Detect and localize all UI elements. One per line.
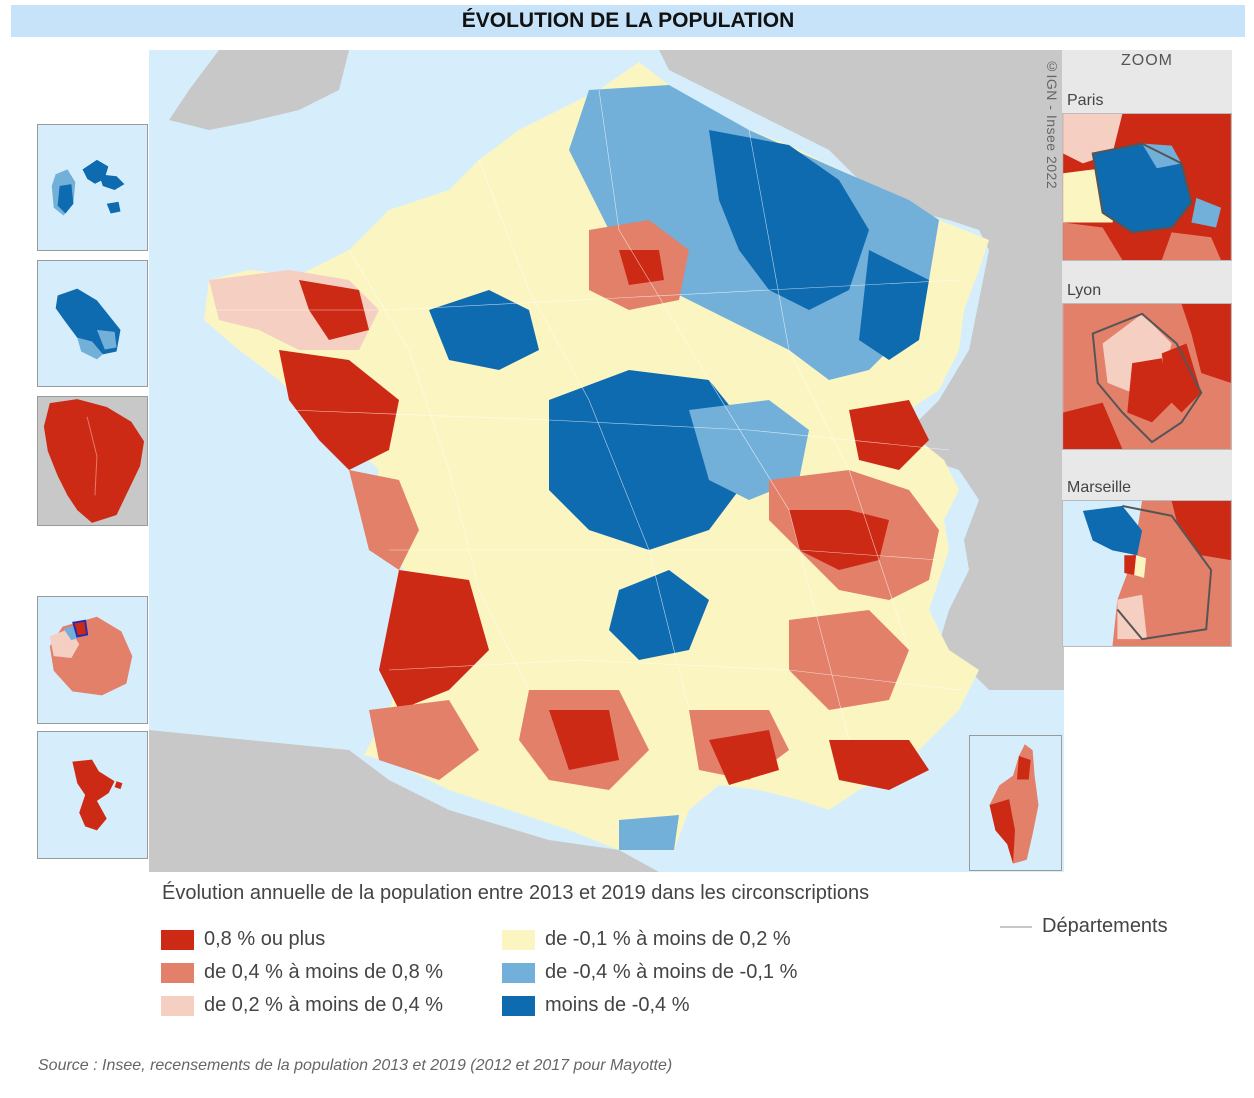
legend-label: de -0,1 % à moins de 0,2 % bbox=[545, 928, 791, 950]
inset-reunion bbox=[37, 596, 148, 724]
legend-label: de -0,4 % à moins de -0,1 % bbox=[545, 961, 798, 983]
department-legend: Départements bbox=[1000, 915, 1168, 938]
zoom-title: ZOOM bbox=[1121, 52, 1173, 69]
region-gironde bbox=[379, 570, 489, 710]
zoom-label-marseille: Marseille bbox=[1067, 479, 1132, 496]
region-ardennes-lorraine bbox=[709, 130, 869, 310]
legend-item: de -0,1 % à moins de 0,2 % bbox=[502, 928, 791, 951]
department-line-symbol bbox=[1000, 925, 1032, 928]
legend-item: moins de -0,4 % bbox=[502, 994, 690, 1017]
legend-label: 0,8 % ou plus bbox=[204, 928, 326, 950]
main-map bbox=[149, 50, 1064, 872]
neighbor-land-spain bbox=[149, 730, 659, 872]
legend-label: de 0,2 % à moins de 0,4 % bbox=[204, 994, 444, 1016]
legend-label: de 0,4 % à moins de 0,8 % bbox=[204, 961, 444, 983]
legend-item: 0,8 % ou plus bbox=[161, 928, 325, 951]
inset-corsica bbox=[969, 735, 1062, 871]
legend-swatch bbox=[161, 995, 194, 1016]
zoom-map-marseille bbox=[1062, 500, 1232, 647]
legend-swatch bbox=[502, 962, 535, 983]
map-title: ÉVOLUTION DE LA POPULATION bbox=[11, 5, 1245, 37]
legend-swatch bbox=[502, 929, 535, 950]
zoom-panel: ZOOM Paris Lyon Marseille bbox=[1062, 50, 1232, 647]
zoom-label-paris: Paris bbox=[1067, 92, 1104, 109]
legend-item: de 0,2 % à moins de 0,4 % bbox=[161, 994, 443, 1017]
zoom-map-paris bbox=[1062, 113, 1232, 261]
region-atlantic-coast bbox=[279, 350, 399, 470]
region-provence bbox=[829, 740, 929, 790]
inset-mayotte bbox=[37, 731, 148, 859]
legend-swatch bbox=[161, 929, 194, 950]
zoom-map-lyon bbox=[1062, 303, 1232, 450]
inset-guyane bbox=[37, 396, 148, 526]
legend-swatch bbox=[502, 995, 535, 1016]
department-boundaries bbox=[209, 89, 960, 741]
copyright-label: ©IGN - Insee 2022 bbox=[1044, 58, 1060, 190]
legend-title: Évolution annuelle de la population entr… bbox=[162, 882, 870, 904]
source-note: Source : Insee, recensements de la popul… bbox=[38, 1057, 673, 1074]
legend-item: de -0,4 % à moins de -0,1 % bbox=[502, 961, 797, 984]
legend-item: de 0,4 % à moins de 0,8 % bbox=[161, 961, 443, 984]
department-legend-label: Départements bbox=[1042, 915, 1168, 937]
inset-martinique bbox=[37, 260, 148, 387]
legend-label: moins de -0,4 % bbox=[545, 994, 690, 1016]
legend-swatch bbox=[161, 962, 194, 983]
zoom-label-lyon: Lyon bbox=[1067, 282, 1102, 299]
neighbor-land-uk bbox=[169, 50, 349, 130]
inset-guadeloupe bbox=[37, 124, 148, 251]
neighbor-land-east bbox=[659, 50, 1064, 690]
